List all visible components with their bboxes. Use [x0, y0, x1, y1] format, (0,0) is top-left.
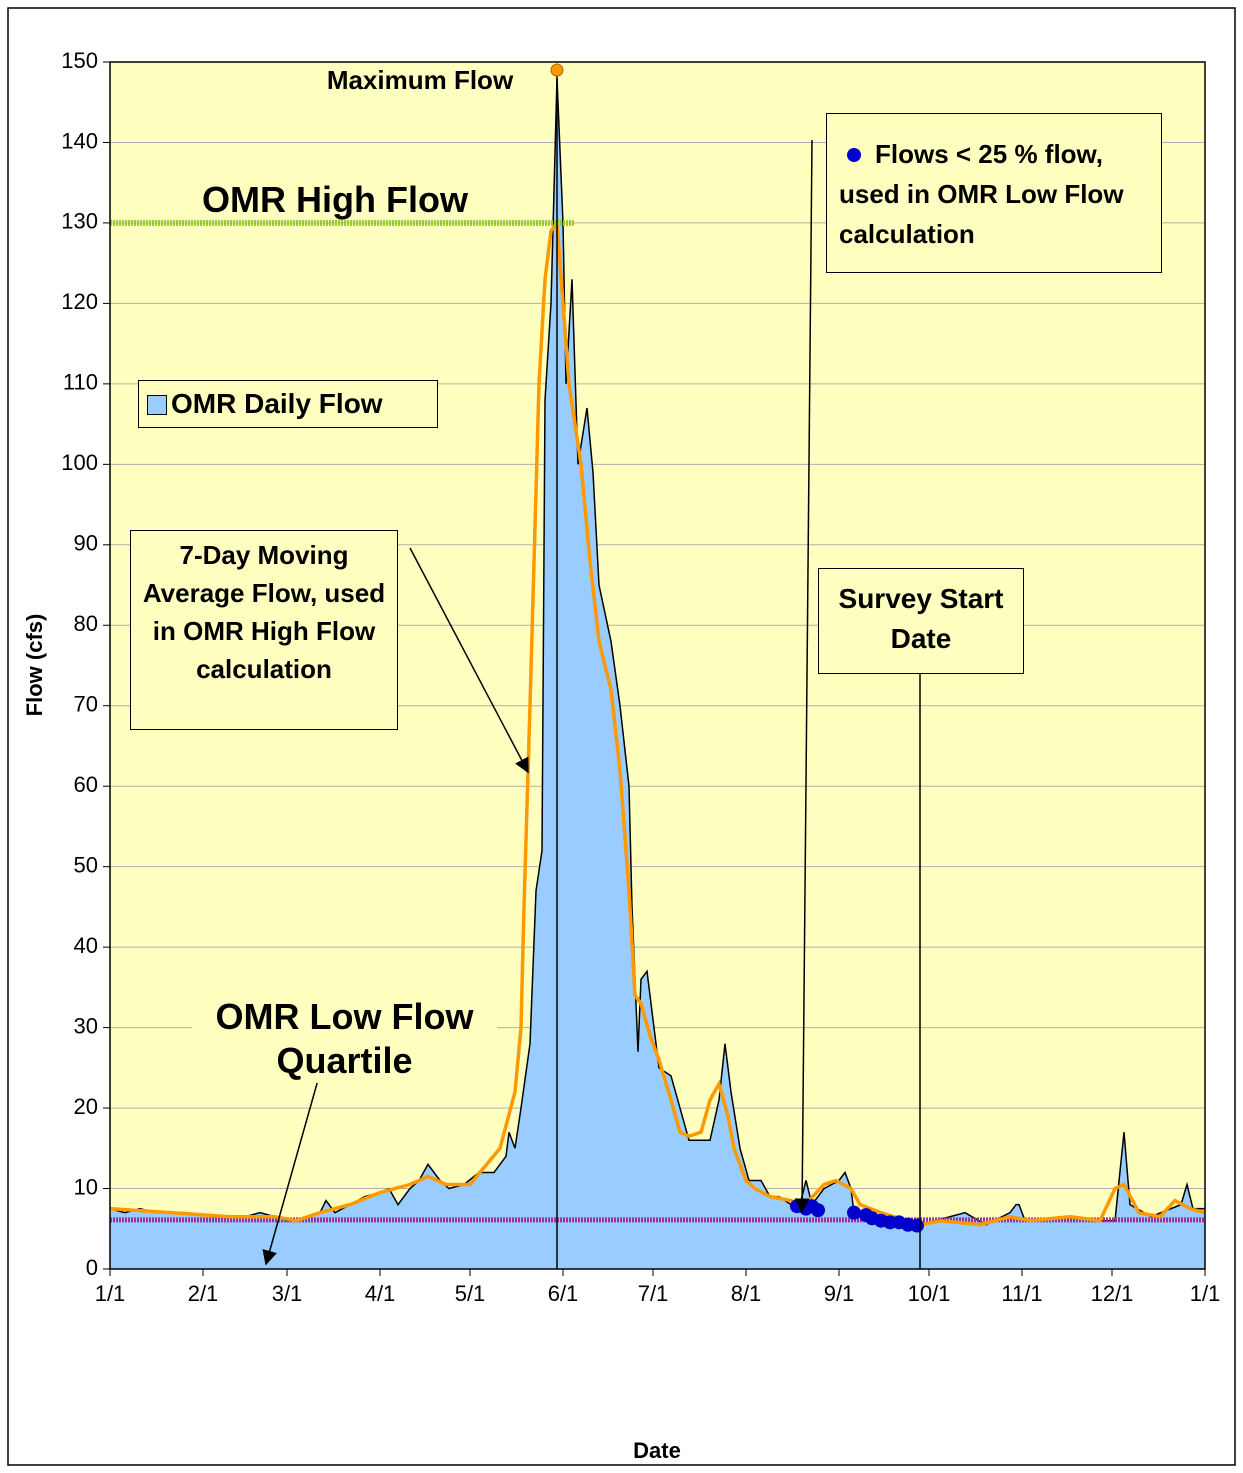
arrow [262, 1079, 319, 1266]
x-tick-label: 1/1 [95, 1281, 126, 1306]
dots-box: Flows < 25 % flow, used in OMR Low Flow … [826, 113, 1162, 273]
x-tick-label: 12/1 [1091, 1281, 1134, 1306]
y-tick-label: 30 [74, 1013, 98, 1038]
y-tick-label: 90 [74, 531, 98, 556]
y-tick-label: 60 [74, 772, 98, 797]
legend-label: Flows < 25 % flow, used in OMR Low Flow … [839, 139, 1124, 249]
y-tick-label: 130 [61, 209, 98, 234]
x-tick-label: 5/1 [455, 1281, 486, 1306]
y-tick-label: 80 [74, 611, 98, 636]
x-tick-label: 3/1 [272, 1281, 303, 1306]
y-tick-label: 100 [61, 450, 98, 475]
max-label: Maximum Flow [326, 65, 514, 95]
x-tick-label: 7/1 [638, 1281, 669, 1306]
legend: OMR Daily Flow [138, 380, 438, 428]
x-tick-label: 2/1 [188, 1281, 219, 1306]
survey-box: Survey Start Date [818, 568, 1024, 674]
y-tick-label: 40 [74, 933, 98, 958]
y-axis-title: Flow (cfs) [22, 614, 47, 717]
x-tick-label: 6/1 [548, 1281, 579, 1306]
plot-border [109, 61, 1206, 1270]
legend-label: OMR Daily Flow [171, 388, 383, 419]
x-tick-label: 1/1 [1190, 1281, 1221, 1306]
x-axis-title: Date [633, 1438, 681, 1463]
y-tick-label: 20 [74, 1094, 98, 1119]
y-tick-label: 70 [74, 692, 98, 717]
x-tick-label: 9/1 [824, 1281, 855, 1306]
legend-dot [847, 148, 861, 162]
y-tick-label: 10 [74, 1174, 98, 1199]
line [109, 218, 1206, 1227]
point [910, 1218, 924, 1233]
point [811, 1203, 825, 1218]
low-flow-label: OMR Low Flow Quartile [192, 995, 497, 1083]
moving-average-box: 7-Day Moving Average Flow, used in OMR H… [130, 530, 398, 730]
max-point [550, 63, 564, 77]
high-flow-label: OMR High Flow [202, 179, 468, 220]
point [847, 1205, 861, 1220]
y-tick-label: 0 [86, 1255, 98, 1280]
x-tick-label: 11/1 [1001, 1281, 1042, 1306]
x-tick-label: 4/1 [365, 1281, 396, 1306]
y-tick-label: 50 [74, 852, 98, 877]
y-tick-label: 120 [61, 289, 98, 314]
y-tick-label: 150 [61, 48, 98, 73]
arrow [409, 547, 529, 774]
x-tick-label: 10/1 [908, 1281, 951, 1306]
legend-swatch [147, 395, 167, 415]
arrow [794, 139, 813, 1214]
x-tick-label: 8/1 [731, 1281, 762, 1306]
y-tick-label: 110 [63, 370, 98, 395]
y-tick-label: 140 [61, 128, 98, 153]
